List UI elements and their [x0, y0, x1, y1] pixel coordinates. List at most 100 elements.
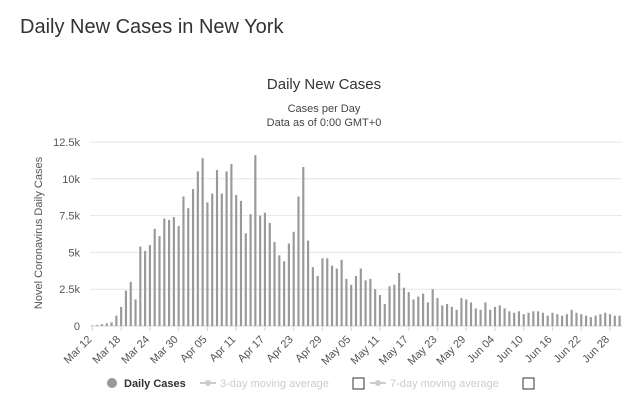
bar[interactable]: [374, 289, 377, 326]
bar[interactable]: [402, 287, 406, 326]
bar[interactable]: [498, 305, 501, 326]
bar[interactable]: [503, 308, 506, 326]
bar[interactable]: [613, 315, 616, 326]
bar[interactable]: [618, 315, 621, 326]
bar[interactable]: [215, 169, 219, 326]
bar[interactable]: [493, 306, 497, 326]
bar[interactable]: [450, 306, 453, 326]
bar[interactable]: [417, 296, 420, 326]
legend-7day-marker[interactable]: [375, 380, 381, 386]
bar[interactable]: [354, 275, 358, 326]
bar[interactable]: [580, 314, 583, 326]
bar[interactable]: [604, 312, 607, 326]
bar[interactable]: [465, 299, 468, 326]
bar[interactable]: [469, 302, 473, 326]
bar[interactable]: [172, 217, 175, 326]
bar[interactable]: [278, 255, 281, 326]
bar[interactable]: [436, 298, 439, 326]
legend-7day-label[interactable]: 7-day moving average: [390, 378, 499, 390]
bar[interactable]: [96, 325, 99, 326]
bar[interactable]: [182, 196, 185, 326]
bar[interactable]: [412, 299, 415, 326]
bar[interactable]: [527, 312, 530, 326]
bar[interactable]: [556, 314, 559, 326]
bar[interactable]: [220, 193, 223, 326]
bar[interactable]: [168, 220, 171, 326]
bar[interactable]: [100, 324, 104, 326]
bar[interactable]: [388, 286, 391, 326]
bar[interactable]: [148, 245, 151, 326]
bar[interactable]: [139, 246, 142, 326]
bar[interactable]: [345, 278, 348, 326]
bar[interactable]: [522, 314, 525, 326]
bar[interactable]: [455, 309, 458, 326]
bar[interactable]: [364, 280, 367, 326]
bar[interactable]: [426, 302, 429, 326]
bar[interactable]: [551, 312, 554, 326]
bar[interactable]: [306, 240, 310, 326]
bar[interactable]: [235, 194, 238, 326]
bar[interactable]: [259, 215, 262, 326]
legend-3day-marker[interactable]: [205, 380, 211, 386]
bar[interactable]: [546, 315, 549, 326]
bar[interactable]: [335, 268, 338, 326]
bar[interactable]: [369, 278, 372, 326]
bar[interactable]: [273, 242, 276, 326]
bar[interactable]: [129, 281, 132, 326]
legend-daily-cases-marker[interactable]: [107, 378, 117, 388]
bar[interactable]: [244, 233, 247, 326]
bar[interactable]: [359, 268, 362, 326]
bar[interactable]: [508, 311, 511, 326]
bar[interactable]: [201, 158, 204, 326]
bar[interactable]: [383, 303, 386, 326]
bar[interactable]: [608, 314, 612, 326]
bar[interactable]: [311, 267, 314, 326]
bar[interactable]: [479, 309, 482, 326]
bar[interactable]: [191, 189, 195, 326]
bar[interactable]: [283, 261, 286, 326]
bar[interactable]: [177, 225, 180, 326]
bar[interactable]: [187, 208, 190, 326]
bar[interactable]: [441, 305, 444, 326]
bar[interactable]: [321, 258, 324, 326]
bar[interactable]: [594, 315, 597, 326]
bar[interactable]: [541, 312, 544, 326]
bar[interactable]: [211, 193, 214, 326]
bar[interactable]: [124, 290, 128, 326]
bar[interactable]: [158, 236, 161, 326]
bar[interactable]: [196, 171, 199, 326]
bar[interactable]: [297, 196, 300, 326]
bar[interactable]: [484, 302, 487, 326]
bar[interactable]: [575, 312, 578, 326]
bar[interactable]: [249, 214, 252, 326]
bar[interactable]: [292, 231, 295, 326]
bar[interactable]: [287, 243, 290, 326]
legend-7day-checkbox[interactable]: [522, 377, 535, 390]
bar[interactable]: [144, 250, 147, 326]
bar[interactable]: [537, 311, 540, 326]
bar[interactable]: [230, 164, 233, 326]
bar[interactable]: [340, 259, 343, 326]
bar[interactable]: [561, 315, 564, 326]
bar[interactable]: [398, 273, 401, 326]
legend-3day-label[interactable]: 3-day moving average: [220, 378, 329, 390]
bar[interactable]: [316, 275, 319, 326]
bar[interactable]: [589, 317, 592, 326]
bar[interactable]: [254, 155, 257, 326]
bar[interactable]: [120, 306, 123, 326]
bar[interactable]: [206, 202, 209, 326]
legend-3day-checkbox[interactable]: [352, 377, 365, 390]
bar[interactable]: [115, 315, 118, 326]
bar[interactable]: [350, 284, 353, 326]
bar[interactable]: [105, 323, 108, 326]
bar[interactable]: [393, 284, 396, 326]
bar[interactable]: [263, 212, 267, 326]
bar[interactable]: [378, 295, 382, 326]
bar[interactable]: [570, 309, 573, 326]
bar[interactable]: [163, 218, 166, 326]
bar[interactable]: [532, 311, 535, 326]
bar[interactable]: [489, 309, 492, 326]
bar[interactable]: [302, 167, 305, 326]
bar[interactable]: [460, 298, 463, 326]
bar[interactable]: [326, 258, 329, 326]
